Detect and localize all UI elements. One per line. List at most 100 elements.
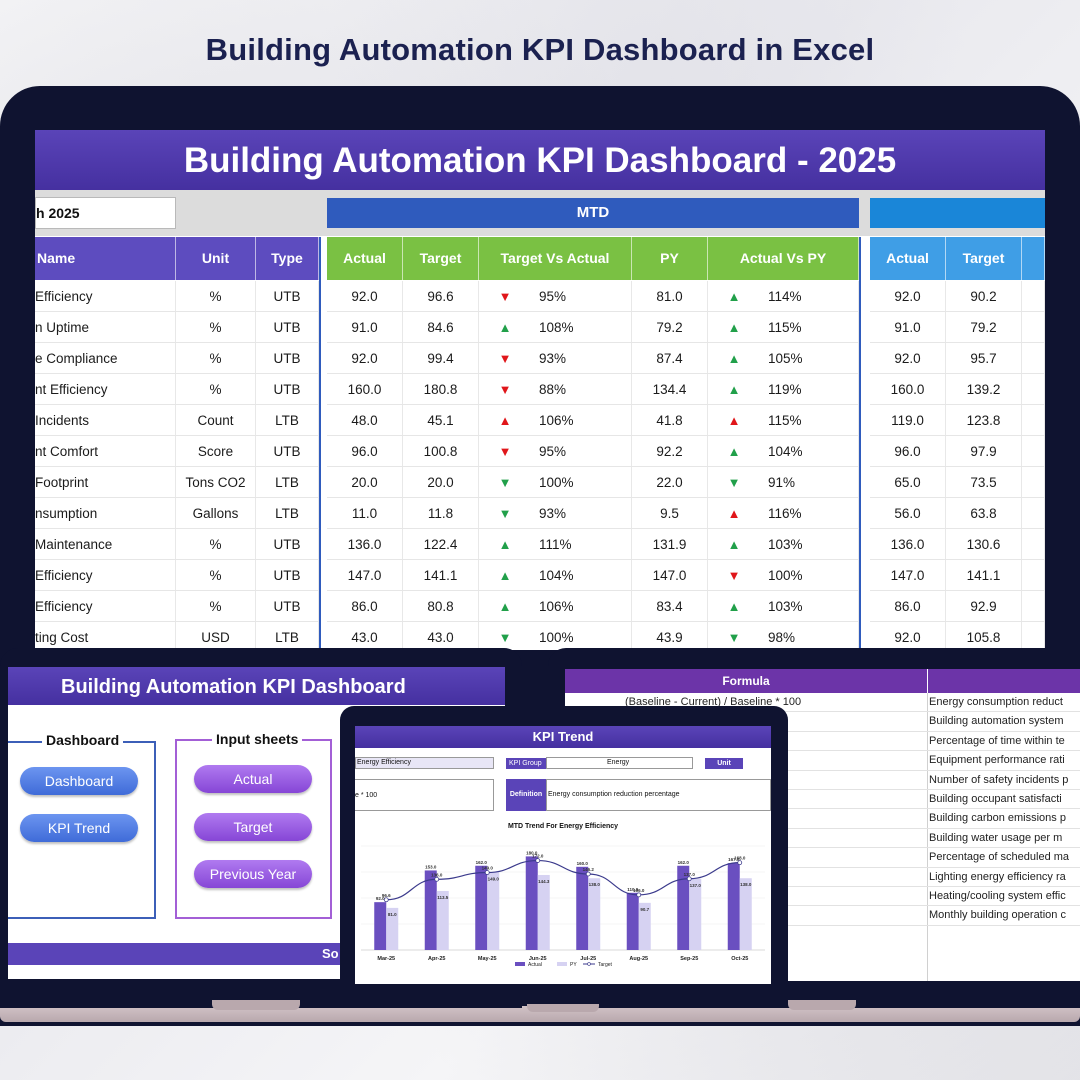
ytd-actual-cell: 92.0 [870,622,946,650]
unit-cell: % [176,312,256,342]
target-data-label: 96.6 [382,893,391,898]
formula-row: Lighting energy efficiency ra [565,868,1080,887]
mtd-py-cell: 131.9 [632,529,708,559]
kpi-name-cell: e Compliance [35,343,176,373]
type-cell: LTB [256,467,319,497]
trend-arrow-icon: ▼ [498,474,512,490]
actual-vs-py-value: 104% [768,443,803,459]
trend-arrow-icon: ▼ [498,505,512,521]
target-data-label: 106.0 [633,888,645,893]
x-tick-label: May-25 [478,956,497,962]
target-point [737,860,743,866]
table-row: nsumption Gallons LTB [35,498,319,529]
ytd-actual-cell: 86.0 [870,591,946,621]
target-vs-actual-cell: ▼ 93% [479,343,632,373]
definition-cell: Building automation system [929,715,1064,728]
actual-button[interactable]: Actual [194,765,312,793]
type-cell: UTB [256,281,319,311]
target-vs-actual-cell: ▲ 104% [479,560,632,590]
ytd-target-cell: 92.9 [946,591,1022,621]
month-selector[interactable]: h 2025 [35,197,176,229]
actual-vs-py-value: 114% [768,288,802,304]
kpi-name-cell: ting Cost [35,622,176,650]
mtd-py-cell: 147.0 [632,560,708,590]
py-data-label: 90.7 [640,907,649,912]
trend-arrow-icon: ▼ [727,474,741,490]
trend-arrow-icon: ▼ [498,381,512,397]
ytd-actual-cell: 92.0 [870,281,946,311]
target-data-label: 137.0 [684,872,696,877]
definition-cell: Monthly building operation c [929,909,1066,922]
target-point [434,876,440,882]
mtd-actual-cell: 91.0 [327,312,403,342]
kpi-info-header: Name Unit Type [35,237,319,280]
actual-vs-py-value: 116% [768,505,802,521]
target-vs-actual-value: 95% [539,288,567,304]
front-tablet-base [527,1004,599,1012]
actual-vs-py-cell: ▲ 104% [708,436,859,466]
col-ytd-next-header [1022,237,1045,280]
mtd-target-cell: 20.0 [403,467,479,497]
trend-banner: KPI Trend [355,726,771,748]
target-vs-actual-value: 93% [539,350,567,366]
mtd-actual-cell: 43.0 [327,622,403,650]
table-row: 11.0 11.8 ▼ 93% 9.5 ▲ 116% [327,498,859,529]
target-vs-actual-value: 111% [539,536,572,552]
ytd-target-cell: 90.2 [946,281,1022,311]
col-mtd-tva-header: Target Vs Actual [479,237,632,280]
unit-cell: Tons CO2 [176,467,256,497]
unit-cell: % [176,281,256,311]
dashboard-button[interactable]: Dashboard [20,767,138,795]
table-row: 160.0 180.8 ▼ 88% 134.4 ▲ 119% [327,374,859,405]
trend-arrow-icon: ▲ [727,319,741,335]
definition-cell: Percentage of time within te [929,734,1065,747]
ytd-next-cell [1022,498,1045,528]
mtd-target-cell: 180.8 [403,374,479,404]
previous-year-button[interactable]: Previous Year [194,860,312,888]
formula-row: Heating/cooling system effic [565,887,1080,907]
target-vs-actual-cell: ▼ 93% [479,498,632,528]
definition-cell: Percentage of scheduled ma [929,851,1070,864]
mtd-target-cell: 141.1 [403,560,479,590]
col-unit-header: Unit [176,237,256,280]
table-row: 92.0 96.6 ▼ 95% 81.0 ▲ 114% [327,281,859,312]
ytd-actual-cell: 56.0 [870,498,946,528]
py-bar [689,878,702,950]
type-cell: UTB [256,591,319,621]
ytd-column-header: Actual Target [870,237,1045,280]
actual-data-label: 160.0 [577,861,589,866]
py-data-label: 113.5 [437,895,449,900]
table-row: 91.0 84.6 ▲ 108% 79.2 ▲ 115% [327,312,859,343]
x-tick-label: Oct-25 [731,956,748,962]
ytd-target-cell: 139.2 [946,374,1022,404]
ytd-next-cell [1022,436,1045,466]
dashboard-banner: Building Automation KPI Dashboard - 2025 [35,130,1045,190]
actual-vs-py-cell: ▲ 115% [708,405,859,435]
kpi-trend-button[interactable]: KPI Trend [20,814,138,842]
ytd-header [870,198,1045,228]
actual-vs-py-value: 105% [768,350,803,366]
table-row: e Compliance% UTB [35,343,319,374]
py-bar [386,907,399,950]
actual-vs-py-value: 119% [768,381,802,397]
actual-vs-py-value: 115% [768,412,802,428]
target-vs-actual-cell: ▲ 106% [479,405,632,435]
py-data-label: 138.0 [589,882,601,887]
mtd-py-cell: 87.4 [632,343,708,373]
trend-arrow-icon: ▲ [727,443,741,459]
formula-box [355,779,494,811]
mtd-target-cell: 43.0 [403,622,479,650]
unit-cell: % [176,343,256,373]
kpi-name-cell: nt Efficiency [35,374,176,404]
mtd-actual-cell: 160.0 [327,374,403,404]
target-vs-actual-value: 88% [539,381,567,397]
table-row: 48.0 45.1 ▲ 106% 41.8 ▲ 115% [327,405,859,436]
actual-vs-py-cell: ▲ 105% [708,343,859,373]
ytd-next-cell [1022,529,1045,559]
col-ytd-actual-header: Actual [870,237,946,280]
x-tick-label: Aug-25 [629,956,648,962]
ytd-target-cell: 130.6 [946,529,1022,559]
actual-vs-py-cell: ▲ 103% [708,591,859,621]
target-button[interactable]: Target [194,813,312,841]
kpi-selector[interactable] [355,757,494,769]
